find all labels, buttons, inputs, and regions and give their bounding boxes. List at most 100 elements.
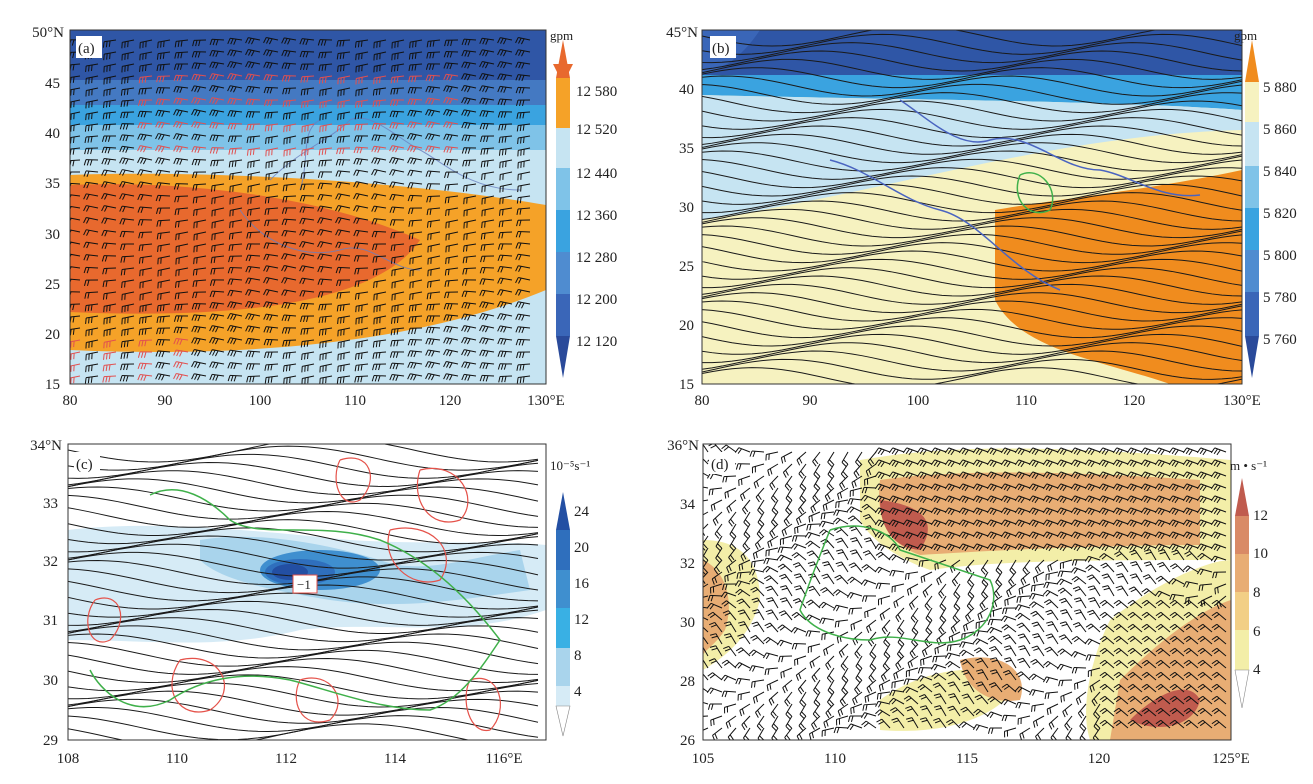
wind-barb	[230, 219, 243, 223]
wind-barb	[500, 219, 513, 222]
wind-barb-feather	[1059, 621, 1066, 624]
wind-barb-feather	[66, 266, 68, 272]
wind-barb-feather	[1157, 577, 1164, 582]
wind-barb-feather	[173, 145, 177, 152]
wind-barb-feather	[266, 277, 270, 284]
wind-barb-feather	[301, 353, 303, 361]
wind-barb	[948, 631, 961, 638]
wind-barb-feather	[269, 87, 273, 94]
wind-barb	[356, 75, 369, 79]
wind-barb-feather	[709, 613, 716, 618]
wind-barb	[428, 207, 441, 210]
wind-barb	[500, 171, 513, 175]
wind-barb	[158, 350, 171, 353]
wind-barb-feather	[836, 549, 843, 552]
a-cb-label: 12 440	[576, 166, 617, 182]
wind-barb-feather	[751, 597, 758, 601]
wind-barb-feather	[1034, 473, 1039, 480]
wind-barb-feather	[322, 137, 324, 144]
streamline	[68, 511, 539, 536]
wind-barb-feather	[414, 316, 417, 323]
wind-barb-feather	[85, 317, 87, 325]
wind-barb-feather	[197, 86, 201, 93]
wind-barb-feather	[448, 209, 450, 216]
b-x-tick: 80	[695, 393, 710, 409]
wind-barb-feather	[425, 170, 429, 177]
wind-barb-feather	[377, 135, 381, 142]
wind-barb-feather	[263, 242, 267, 249]
wind-barb-feather	[819, 617, 823, 624]
wind-barb-feather	[856, 650, 861, 657]
wind-barb-feather	[299, 195, 303, 202]
wind-barb-feather	[989, 628, 995, 634]
wind-barb-feather	[1143, 561, 1150, 564]
wind-barb	[1092, 609, 1101, 621]
wind-barb-feather	[447, 40, 450, 47]
wind-barb-feather	[102, 293, 105, 300]
wind-barb-feather	[482, 86, 486, 92]
wind-barb-feather	[515, 49, 519, 56]
wind-barb	[464, 195, 477, 199]
wind-barb	[410, 169, 423, 173]
wind-barb-feather	[317, 39, 321, 46]
wind-barb-feather	[246, 149, 249, 156]
wind-barb-feather	[143, 363, 147, 370]
wind-barb-feather	[408, 220, 411, 227]
wind-barb-feather	[155, 133, 159, 140]
wind-barb-feather	[91, 365, 93, 372]
wind-barb-feather	[907, 573, 910, 580]
wind-barb-feather	[1185, 625, 1192, 631]
wind-barb	[813, 561, 821, 573]
wind-barb-feather	[1171, 544, 1176, 551]
wind-barb-feather	[376, 329, 378, 336]
wind-barb	[769, 523, 779, 534]
wind-barb-feather	[952, 617, 958, 623]
wind-barb	[810, 599, 821, 609]
wind-barb-feather	[103, 101, 105, 108]
wind-barb-feather	[968, 603, 974, 609]
wind-barb-feather	[865, 539, 872, 543]
wind-barb-feather	[515, 242, 519, 249]
wind-barb-feather	[1099, 611, 1106, 617]
wind-barb-feather	[919, 544, 924, 551]
wind-barb-feather	[1169, 623, 1176, 629]
wind-barb-feather	[1087, 496, 1092, 503]
wind-barb-feather	[353, 169, 357, 176]
wind-barb	[320, 241, 333, 245]
wind-barb-feather	[755, 552, 758, 559]
wind-barb-feather	[1059, 496, 1064, 503]
wind-barb-feather	[1028, 495, 1034, 502]
wind-barb-feather	[72, 328, 75, 335]
wind-barb-feather	[850, 537, 857, 540]
wind-barb	[756, 597, 765, 609]
wind-barb	[896, 643, 905, 655]
wind-barb-feather	[1014, 483, 1020, 490]
wind-barb	[878, 595, 891, 600]
wind-barb-feather	[503, 74, 507, 81]
streamline	[702, 258, 1242, 280]
wind-barb	[1104, 611, 1115, 621]
wind-barb-feather	[249, 149, 252, 156]
wind-barb-feather	[320, 206, 324, 213]
wind-barb-feather	[228, 244, 231, 252]
wind-barb-feather	[336, 292, 339, 299]
wind-barb	[410, 231, 423, 234]
wind-barb-feather	[395, 351, 399, 358]
wind-barb	[742, 633, 751, 645]
wind-barb-feather	[299, 206, 303, 213]
wind-barb-feather	[123, 100, 126, 107]
wind-barb-feather	[936, 449, 941, 456]
wind-barb-feather	[1018, 624, 1025, 629]
wind-barb-feather	[270, 124, 273, 131]
wind-barb-feather	[194, 303, 198, 310]
wind-barb-feather	[446, 374, 450, 380]
streamline	[702, 50, 1242, 72]
wind-barb-feather	[972, 519, 978, 526]
wind-barb-feather	[176, 373, 180, 380]
wind-barb-feather	[409, 294, 411, 301]
wind-barb-feather	[1104, 545, 1109, 552]
wind-barb-feather	[1037, 565, 1041, 572]
wind-barb-feather	[964, 533, 969, 540]
wind-barb-feather	[479, 49, 483, 56]
wind-barb	[728, 610, 737, 621]
